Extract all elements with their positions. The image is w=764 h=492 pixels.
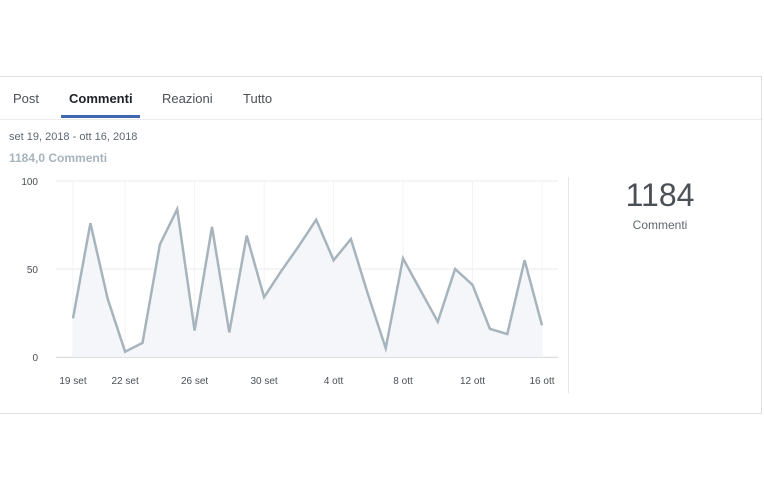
comments-chart: 0 50 100 19 set 22 set 26 set 30 set 4 ott 8 ott…	[21, 177, 558, 387]
y-tick-label: 50	[27, 265, 39, 276]
x-tick-label: 22 set	[111, 376, 138, 387]
comments-line	[71, 205, 544, 354]
data-point	[158, 242, 162, 246]
data-point	[471, 283, 475, 287]
data-point	[401, 256, 405, 260]
data-point	[366, 293, 370, 297]
data-point	[384, 346, 388, 350]
data-point	[140, 341, 144, 345]
data-point	[71, 316, 75, 320]
total-label: Commenti	[48, 151, 108, 165]
data-point	[540, 323, 544, 327]
tab-post[interactable]: Post	[13, 91, 40, 106]
total-comments-number: 1184	[625, 177, 695, 213]
y-tick-label: 0	[32, 353, 38, 364]
date-range: set 19, 2018 - ott 16, 2018	[9, 131, 138, 143]
x-tick-label: 12 ott	[460, 376, 485, 387]
x-tick-label: 16 ott	[529, 376, 554, 387]
y-tick-label: 100	[21, 177, 38, 188]
data-point	[453, 267, 457, 271]
x-tick-label: 8 ott	[393, 376, 413, 387]
x-tick-label: 26 set	[181, 376, 208, 387]
total-comments-label: Commenti	[632, 218, 688, 232]
data-point	[436, 320, 440, 324]
chart-divider	[568, 177, 569, 393]
data-point	[418, 288, 422, 292]
data-point	[88, 221, 92, 225]
x-tick-label: 19 set	[59, 376, 86, 387]
data-point	[279, 269, 283, 273]
data-point	[314, 218, 318, 222]
data-point	[349, 237, 353, 241]
data-point	[227, 330, 231, 334]
x-tick-label: 30 set	[250, 376, 277, 387]
tab-tutto[interactable]: Tutto	[243, 91, 273, 106]
data-point	[297, 244, 301, 248]
data-point	[106, 297, 110, 301]
tab-commenti[interactable]: Commenti	[69, 91, 133, 106]
data-point	[245, 234, 249, 238]
data-point	[262, 295, 266, 299]
comments-area	[73, 209, 542, 357]
data-point	[193, 329, 197, 333]
x-tick-label: 4 ott	[324, 376, 344, 387]
total-summary: 1184,0 Commenti	[9, 151, 107, 165]
active-tab-indicator	[61, 115, 140, 118]
tab-reazioni[interactable]: Reazioni	[162, 91, 213, 106]
data-point	[505, 332, 509, 336]
data-point	[123, 350, 127, 354]
data-point	[523, 258, 527, 262]
data-point	[210, 225, 214, 229]
tab-bar: Post Commenti Reazioni Tutto	[0, 77, 761, 120]
data-point	[488, 327, 492, 331]
total-value: 1184,0	[9, 151, 46, 165]
data-point	[175, 207, 179, 211]
insights-panel: Post Commenti Reazioni Tutto set 19, 201…	[0, 76, 762, 414]
data-point	[332, 258, 336, 262]
